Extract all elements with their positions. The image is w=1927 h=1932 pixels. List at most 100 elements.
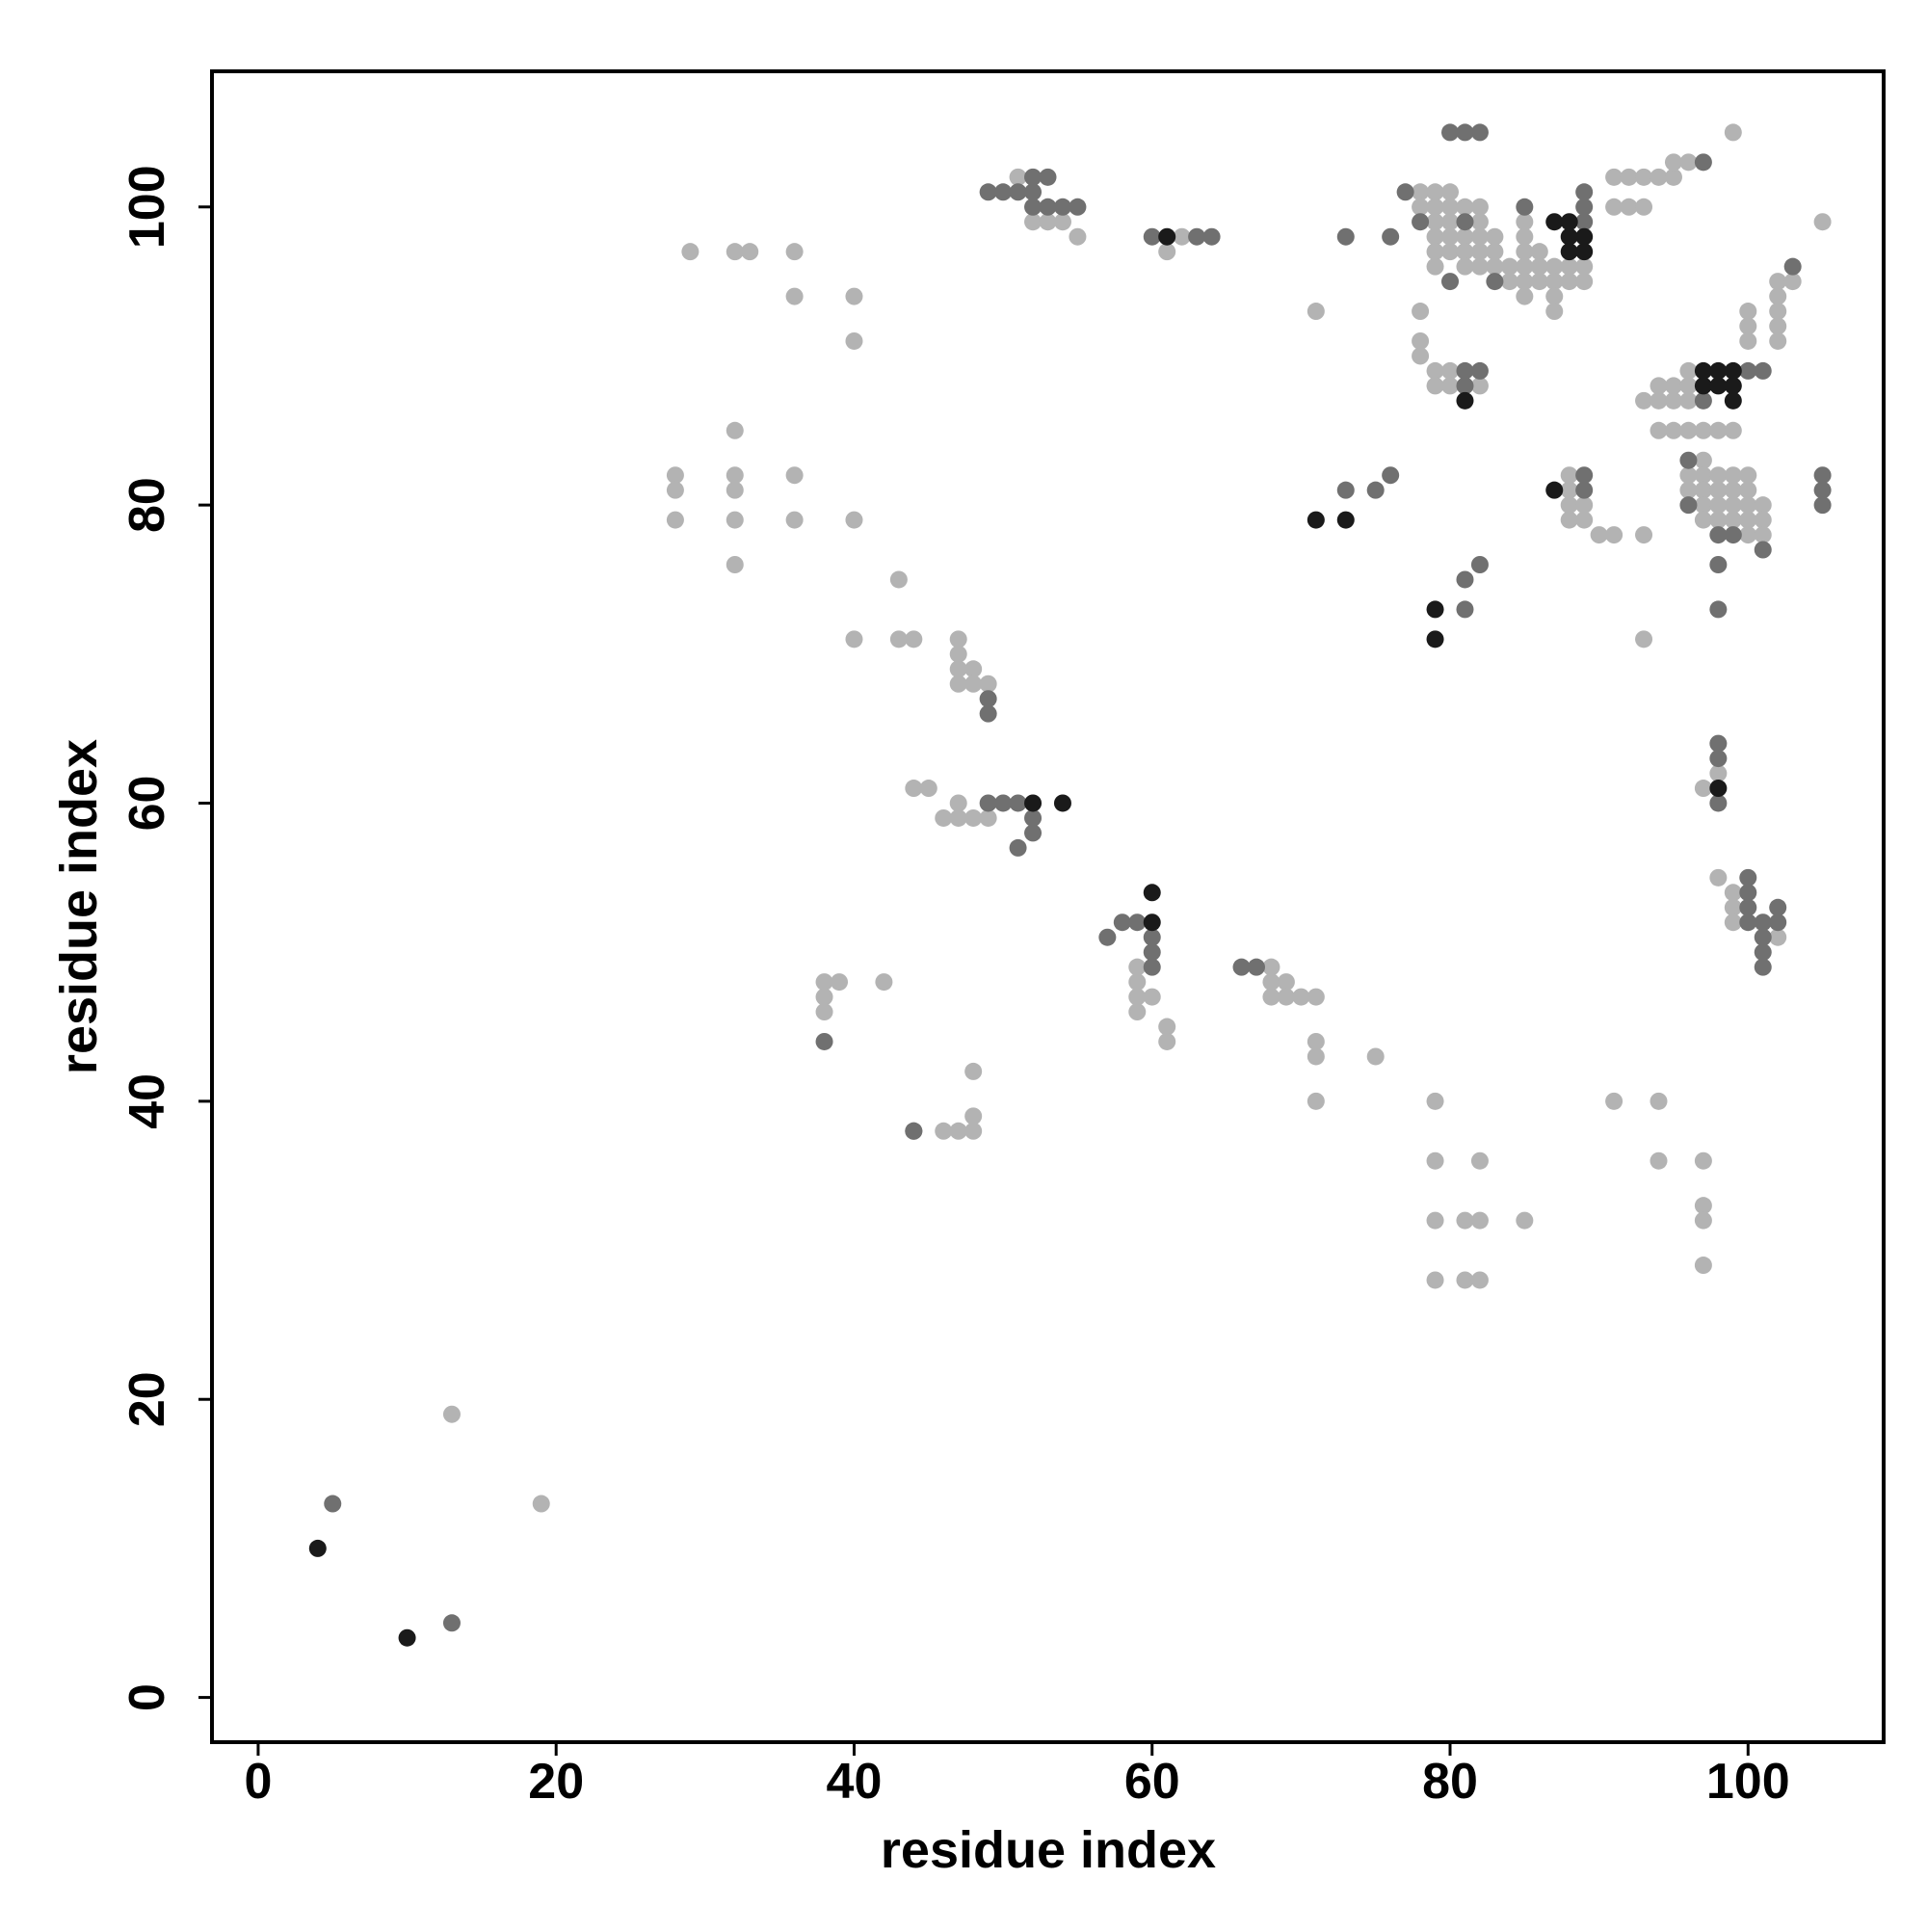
point	[1769, 317, 1787, 335]
point	[1605, 198, 1623, 216]
point	[785, 287, 804, 305]
point	[1426, 1151, 1444, 1170]
point	[1053, 794, 1071, 812]
point	[1024, 183, 1043, 201]
point	[1575, 243, 1594, 261]
point	[1128, 958, 1147, 976]
point	[994, 794, 1013, 812]
point	[1560, 466, 1578, 485]
point	[1039, 168, 1057, 186]
point	[1724, 361, 1742, 380]
point	[1813, 481, 1832, 499]
point	[979, 704, 997, 723]
point	[1739, 361, 1757, 380]
point	[1560, 227, 1578, 246]
point	[905, 1122, 923, 1140]
point	[1486, 243, 1504, 261]
y-tick-label: 20	[119, 1371, 175, 1427]
point	[1575, 227, 1594, 246]
point	[1635, 526, 1653, 544]
point	[681, 243, 700, 261]
point	[1769, 273, 1787, 291]
point	[398, 1628, 416, 1647]
point	[1709, 556, 1728, 574]
point	[1545, 273, 1564, 291]
point	[845, 511, 863, 529]
point	[1024, 824, 1043, 842]
point	[979, 183, 997, 201]
point	[1575, 257, 1594, 276]
point	[726, 556, 744, 574]
point	[1783, 273, 1802, 291]
point	[1679, 421, 1698, 439]
point	[1470, 257, 1489, 276]
point	[1516, 213, 1534, 231]
point	[1575, 481, 1594, 499]
point	[1605, 1092, 1623, 1110]
point	[1709, 511, 1728, 529]
point	[1754, 361, 1772, 380]
point	[1441, 213, 1460, 231]
point	[1813, 466, 1832, 485]
point	[1039, 213, 1057, 231]
plot-frame	[210, 69, 1886, 1744]
point	[1143, 988, 1161, 1006]
point	[1456, 198, 1474, 216]
point	[1158, 243, 1176, 261]
point	[949, 675, 967, 693]
point	[949, 1122, 967, 1140]
point	[1739, 496, 1757, 515]
point	[726, 481, 744, 499]
point	[1739, 898, 1757, 916]
point	[1605, 168, 1623, 186]
point	[1739, 331, 1757, 350]
point	[1754, 541, 1772, 559]
point	[1412, 331, 1430, 350]
point	[1009, 183, 1027, 201]
point	[1158, 1018, 1176, 1036]
point	[1024, 808, 1043, 827]
point	[889, 630, 908, 648]
point	[1173, 227, 1191, 246]
point	[1694, 361, 1712, 380]
point	[1366, 481, 1385, 499]
point	[1560, 496, 1578, 515]
point	[1098, 928, 1117, 946]
point	[1143, 958, 1161, 976]
point	[1679, 391, 1698, 410]
point	[1143, 884, 1161, 902]
point	[1709, 764, 1728, 782]
point	[1679, 496, 1698, 515]
point	[1754, 943, 1772, 962]
point	[1590, 526, 1608, 544]
point	[1545, 303, 1564, 321]
point	[1739, 317, 1757, 335]
x-tick-label: 20	[528, 1754, 584, 1810]
point	[1635, 168, 1653, 186]
point	[1635, 198, 1653, 216]
point	[1143, 913, 1161, 932]
point	[1739, 868, 1757, 887]
point	[1307, 1092, 1325, 1110]
point	[1545, 257, 1564, 276]
point	[1456, 361, 1474, 380]
point	[935, 1122, 953, 1140]
point	[1307, 988, 1325, 1006]
point	[726, 466, 744, 485]
point	[1605, 526, 1623, 544]
point	[1456, 377, 1474, 395]
point	[1009, 838, 1027, 857]
point	[1336, 481, 1355, 499]
x-tick-label: 40	[827, 1754, 883, 1810]
point	[1470, 361, 1489, 380]
point	[1694, 153, 1712, 172]
point	[845, 630, 863, 648]
point	[1709, 496, 1728, 515]
point	[1426, 1271, 1444, 1289]
point	[1500, 257, 1518, 276]
point	[1470, 377, 1489, 395]
point	[1560, 273, 1578, 291]
point	[949, 645, 967, 663]
point	[1500, 273, 1518, 291]
point	[1650, 421, 1668, 439]
